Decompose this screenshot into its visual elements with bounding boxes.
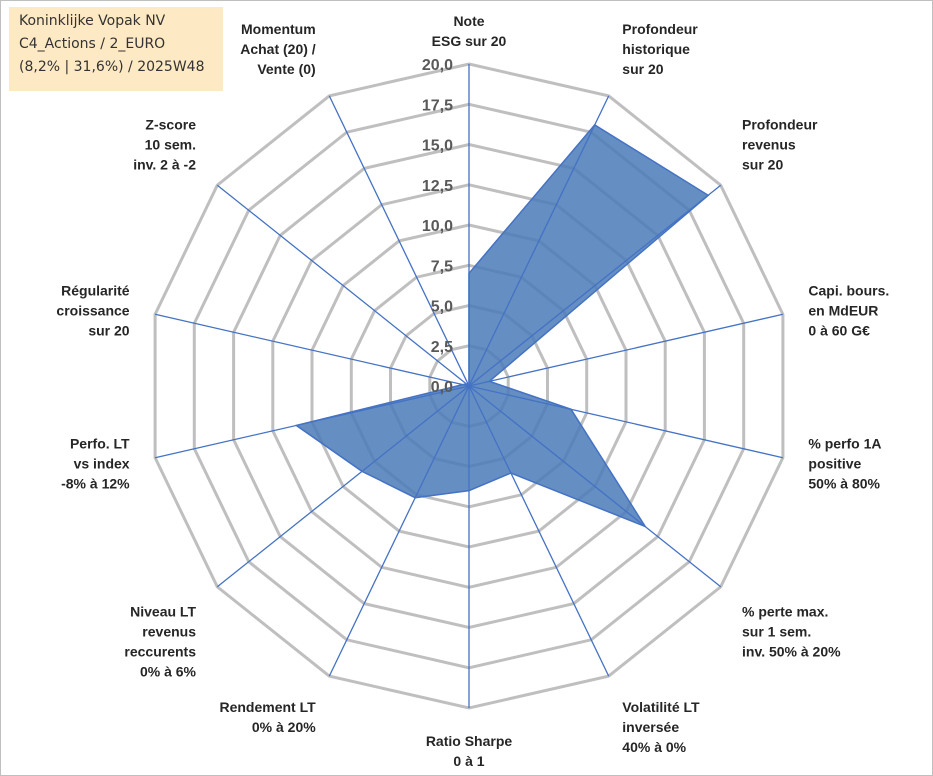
axis-label-line: sur 20 bbox=[88, 323, 129, 339]
axis-spoke bbox=[328, 385, 470, 677]
tick-label: 17,5 bbox=[422, 97, 453, 114]
tick-label: 12,5 bbox=[422, 178, 453, 195]
axis-label-line: 0% à 20% bbox=[252, 719, 316, 735]
tick-label: 5,0 bbox=[431, 299, 453, 316]
axis-label: % perte max. sur 1 sem. inv. 50% à 20% bbox=[742, 604, 841, 660]
axis-label-line: Vente (0) bbox=[257, 61, 315, 77]
axis-label: % perfo 1A positive 50% à 80% bbox=[808, 436, 881, 492]
axis-label-line: Z-score bbox=[145, 117, 196, 133]
axis-label-line: 40% à 0% bbox=[622, 739, 686, 755]
axis-label-line: Note bbox=[453, 13, 484, 29]
axis-label-line: croissance bbox=[56, 303, 129, 319]
portfolio-category: C4_Actions / 2_EURO bbox=[19, 36, 166, 52]
tick-label: 20,0 bbox=[422, 57, 453, 74]
axis-spoke bbox=[468, 313, 784, 387]
axis-label-line: inv. 2 à -2 bbox=[133, 157, 196, 173]
tick-label: 10,0 bbox=[422, 218, 453, 235]
axis-label-line: ESG sur 20 bbox=[432, 33, 507, 49]
axis-label-line: % perfo 1A bbox=[808, 436, 881, 452]
axis-label: Volatilité LT inversée 40% à 0% bbox=[622, 699, 700, 755]
axis-label: Capi. bours. en MdEUR 0 à 60 G€ bbox=[808, 283, 889, 339]
axis-label-line: Niveau LT bbox=[130, 604, 196, 620]
axis-label-line: Régularité bbox=[61, 283, 130, 299]
axis-label-line: sur 1 sem. bbox=[742, 624, 811, 640]
axis-spoke bbox=[468, 385, 784, 459]
data-series-area bbox=[294, 123, 710, 529]
axis-label-line: revenus bbox=[142, 624, 196, 640]
metrics-and-week: (8,2% | 31,6%) / 2025W48 bbox=[19, 59, 205, 75]
axis-label-line: historique bbox=[622, 41, 690, 57]
axis-label-line: Ratio Sharpe bbox=[426, 733, 513, 749]
axis-label-line: Momentum bbox=[241, 21, 316, 37]
axis-label: Ratio Sharpe 0 à 1 bbox=[426, 733, 513, 769]
axis-spoke bbox=[468, 385, 722, 588]
axis-label-line: Volatilité LT bbox=[622, 699, 700, 715]
axis-label-line: Profondeur bbox=[622, 21, 698, 37]
axis-label: Z-score 10 sem. inv. 2 à -2 bbox=[133, 117, 196, 173]
tick-label: 2,5 bbox=[431, 339, 453, 356]
axis-spoke bbox=[154, 385, 470, 459]
axis-label-line: % perte max. bbox=[742, 604, 828, 620]
axis-label-line: en MdEUR bbox=[808, 303, 878, 319]
axis-label: Momentum Achat (20) / Vente (0) bbox=[240, 21, 316, 77]
axis-label-line: positive bbox=[808, 456, 861, 472]
security-name: Koninklijke Vopak NV bbox=[19, 13, 166, 29]
axis-label-line: 0 à 60 G€ bbox=[808, 323, 870, 339]
axis-label-line: inv. 50% à 20% bbox=[742, 644, 841, 660]
axis-label-line: reccurents bbox=[124, 644, 196, 660]
axis-label: Profondeur revenus sur 20 bbox=[742, 117, 818, 173]
axis-spoke bbox=[216, 184, 470, 387]
axis-label-line: 10 sem. bbox=[145, 137, 196, 153]
axis-label-line: -8% à 12% bbox=[61, 476, 130, 492]
axis-label-line: Capi. bours. bbox=[808, 283, 889, 299]
axis-label: Régularité croissance sur 20 bbox=[56, 283, 129, 339]
axis-spoke bbox=[328, 95, 470, 387]
tick-label: 0,0 bbox=[431, 379, 453, 396]
axis-label-line: sur 20 bbox=[742, 157, 783, 173]
axis-label-line: revenus bbox=[742, 137, 796, 153]
axis-label-line: Achat (20) / bbox=[240, 41, 316, 57]
axis-label-line: inversée bbox=[622, 719, 679, 735]
axis-label: Rendement LT 0% à 20% bbox=[219, 699, 316, 735]
axis-spoke bbox=[468, 95, 610, 387]
axis-spoke bbox=[216, 385, 470, 588]
tick-label: 15,0 bbox=[422, 138, 453, 155]
axis-label-line: Perfo. LT bbox=[70, 436, 130, 452]
axis-label-line: Rendement LT bbox=[219, 699, 316, 715]
axis-label-line: sur 20 bbox=[622, 61, 663, 77]
axis-spoke bbox=[468, 385, 610, 677]
axis-label-line: 0 à 1 bbox=[453, 753, 484, 769]
axis-label-line: vs index bbox=[74, 456, 130, 472]
axis-label: Perfo. LT vs index -8% à 12% bbox=[61, 436, 130, 492]
tick-label: 7,5 bbox=[431, 258, 453, 275]
axis-label-line: 0% à 6% bbox=[140, 664, 197, 680]
axis-spoke bbox=[154, 313, 470, 387]
info-box: Koninklijke Vopak NV C4_Actions / 2_EURO… bbox=[9, 7, 223, 91]
axis-label: Niveau LT revenus reccurents 0% à 6% bbox=[124, 604, 196, 680]
axis-label: Profondeur historique sur 20 bbox=[622, 21, 698, 77]
axis-label: Note ESG sur 20 bbox=[432, 13, 507, 49]
axis-label-line: 50% à 80% bbox=[808, 476, 880, 492]
axis-label-line: Profondeur bbox=[742, 117, 818, 133]
axis-spoke bbox=[468, 184, 722, 387]
